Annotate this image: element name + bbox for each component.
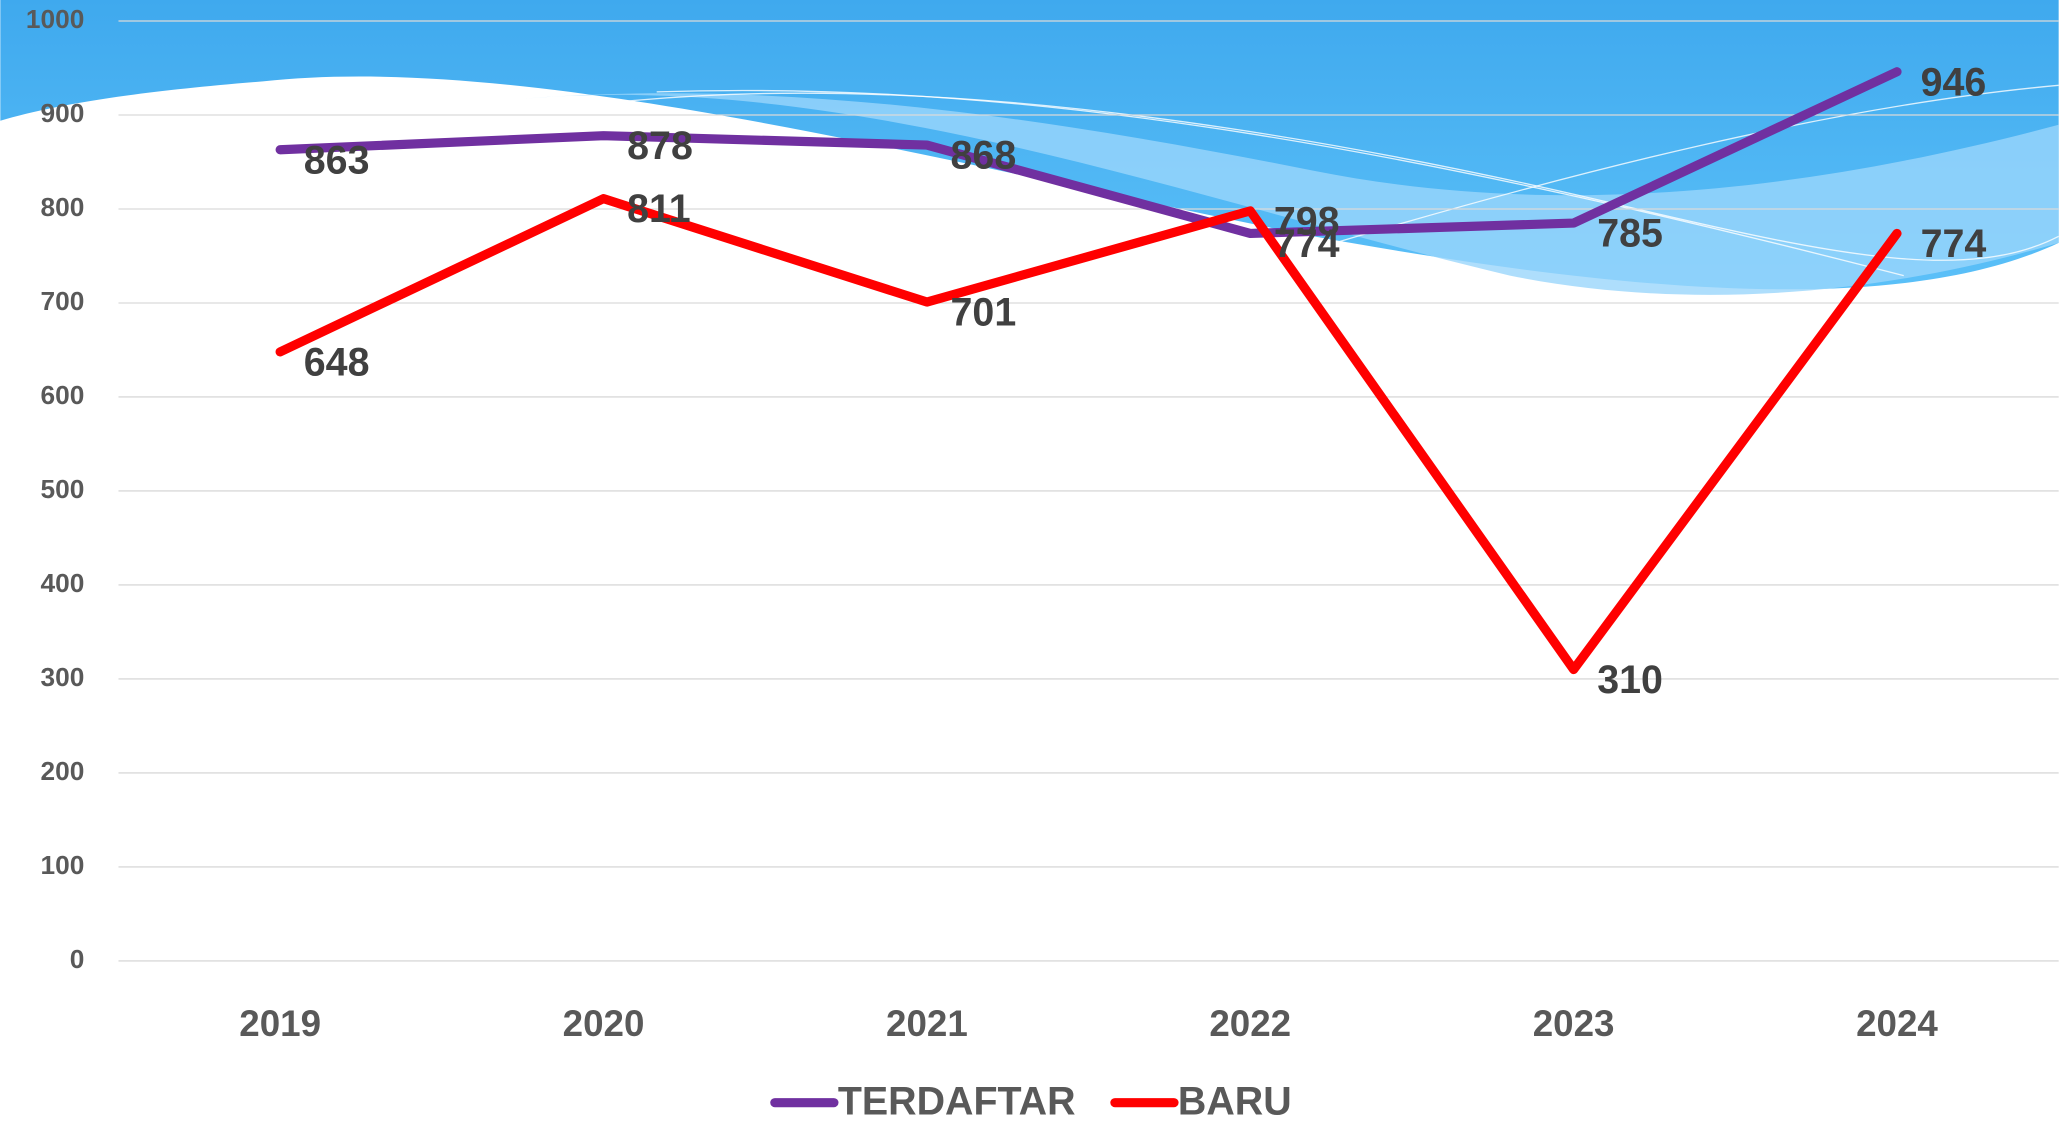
data-label: 878 (627, 124, 693, 168)
data-label: 811 (627, 187, 691, 231)
labels: 863 878 868 774 785 946 648 811 701 798 310 774 (304, 60, 1987, 702)
y-tick-label: 700 (41, 286, 85, 316)
x-tick-label: 2019 (239, 1003, 321, 1044)
data-label: 868 (951, 134, 1017, 178)
y-tick-label: 900 (41, 98, 85, 128)
data-label: 946 (1921, 60, 1987, 104)
y-tick-label: 800 (41, 192, 85, 222)
data-label: 701 (951, 291, 1017, 335)
data-label: 798 (1274, 199, 1340, 243)
y-tick-label: 1000 (26, 4, 84, 34)
x-tick-label: 2023 (1533, 1003, 1615, 1044)
y-tick-label: 100 (41, 850, 85, 880)
x-tick-label: 2022 (1209, 1003, 1291, 1044)
y-tick-label: 0 (70, 944, 85, 974)
x-tick-label: 2024 (1856, 1003, 1938, 1044)
legend: TERDAFTAR BARU (770, 1079, 1292, 1123)
background-wave (0, 0, 2059, 295)
x-tick-label: 2020 (563, 1003, 645, 1044)
lines (275, 67, 1902, 675)
line-series (275, 67, 1902, 239)
y-tick-label: 600 (41, 380, 85, 410)
x-tick-label: 2021 (886, 1003, 968, 1044)
data-label: 310 (1597, 658, 1663, 702)
data-label: 648 (304, 340, 370, 384)
legend-label: TERDAFTAR (838, 1079, 1076, 1123)
legend-label: BARU (1178, 1079, 1292, 1123)
data-label: 774 (1921, 222, 1987, 266)
y-tick-label: 200 (41, 756, 85, 786)
data-label: 774 (1274, 222, 1340, 266)
line-series (275, 194, 1902, 675)
grid: 0 100 200 300 400 500 600 700 800 900 1000 2019 2020… (26, 4, 2059, 1044)
data-label: 785 (1597, 212, 1663, 256)
y-tick-label: 400 (41, 568, 85, 598)
y-tick-label: 500 (41, 474, 85, 504)
y-tick-label: 300 (41, 662, 85, 692)
data-label: 863 (304, 138, 370, 182)
